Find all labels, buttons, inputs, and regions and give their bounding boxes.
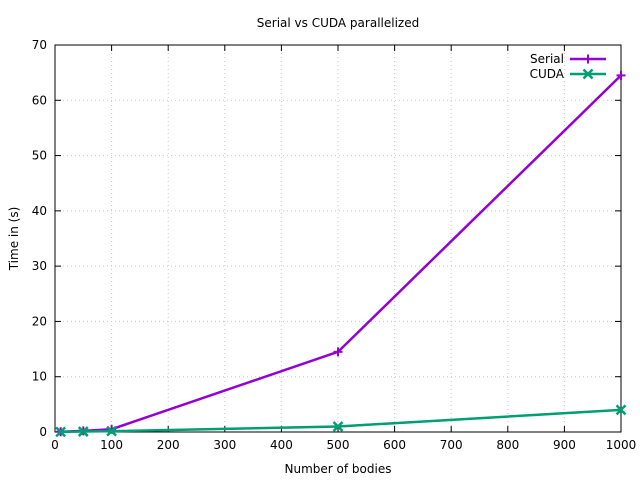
x-tick-label: 700	[440, 438, 463, 452]
data-point-cuda	[332, 421, 344, 432]
x-tick-label: 500	[327, 438, 350, 452]
x-tick-label: 100	[100, 438, 123, 452]
series-line-serial	[60, 74, 622, 433]
y-tick-label: 70	[32, 38, 47, 52]
data-point-cuda	[615, 404, 627, 416]
y-tick-label: 60	[32, 93, 47, 107]
data-point-cuda	[77, 426, 89, 437]
data-point-cuda	[106, 425, 117, 437]
series-cuda	[55, 404, 627, 438]
y-tick-label: 50	[32, 149, 47, 163]
x-tick-label: 300	[213, 438, 236, 452]
y-tick-label: 40	[32, 204, 47, 218]
legend-item-serial: Serial	[530, 52, 606, 66]
x-tick-label: 400	[270, 438, 293, 452]
y-tick-label: 0	[39, 425, 47, 439]
legend-marker	[582, 68, 594, 80]
y-tick-label: 20	[32, 314, 47, 328]
axes: 0 100 200 300 400 500 600 700 800 900 1000 0 10 20 30 4…	[32, 38, 637, 452]
series-serial	[56, 70, 626, 437]
x-tick-label: 800	[496, 438, 519, 452]
x-tick-label: 200	[157, 438, 180, 452]
x-tick-label: 0	[51, 438, 59, 452]
y-tick-label: 30	[32, 259, 47, 273]
x-tick-label: 900	[553, 438, 576, 452]
grid	[55, 45, 621, 432]
legend-item-cuda: CUDA	[530, 67, 606, 81]
x-tick-label: 1000	[606, 438, 637, 452]
data-point-cuda	[55, 426, 67, 438]
y-tick-label: 10	[32, 370, 47, 384]
x-tick-label: 600	[383, 438, 406, 452]
chart-title: Serial vs CUDA parallelized	[257, 16, 419, 30]
x-axis-label: Number of bodies	[285, 462, 392, 476]
series-group	[55, 70, 627, 438]
legend-label: Serial	[530, 52, 564, 66]
legend-label: CUDA	[530, 67, 565, 81]
y-axis-label: Time in (s)	[7, 207, 21, 272]
